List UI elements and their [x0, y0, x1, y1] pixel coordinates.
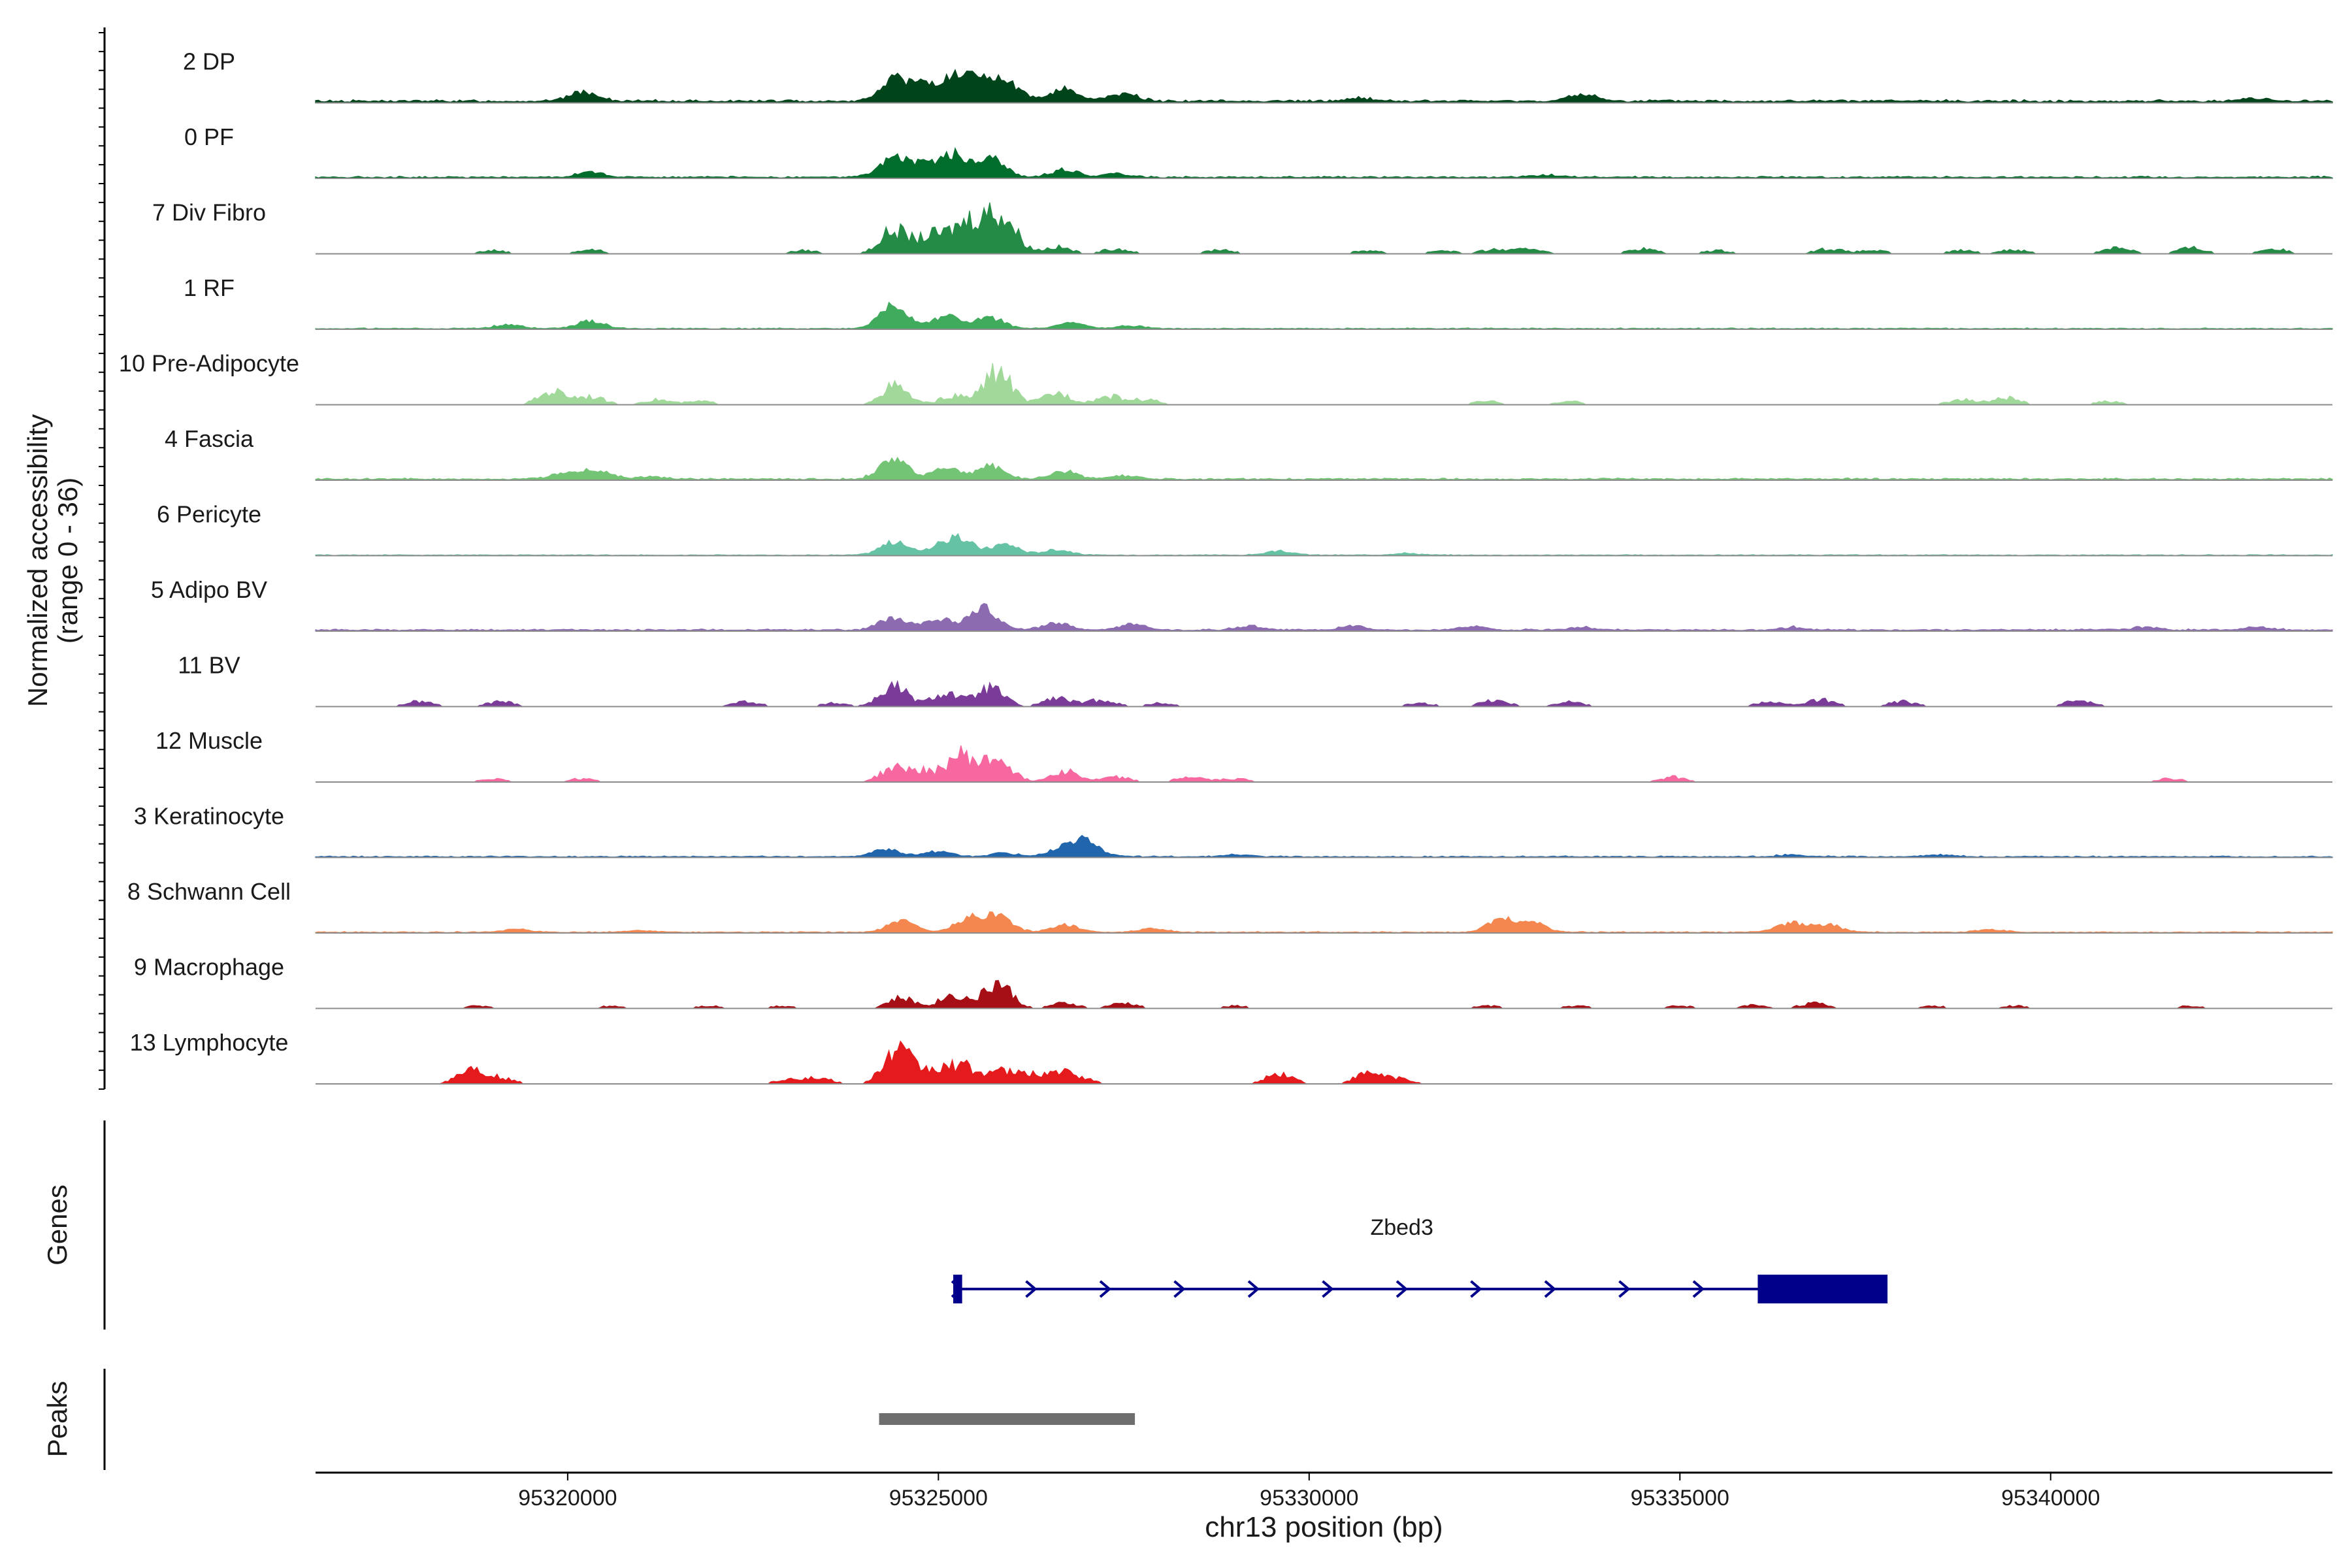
track-signal-area [315, 301, 2333, 330]
gene-name-label: Zbed3 [1370, 1215, 1433, 1240]
x-tick-label: 95335000 [1631, 1486, 1729, 1511]
track-label: 0 PF [184, 123, 234, 150]
genes-panel: Genes Zbed3 [42, 1120, 1888, 1330]
track-11-bv: 11 BV [178, 652, 2332, 708]
track-label: 11 BV [178, 652, 240, 679]
strand-arrow-icon [1173, 1280, 1186, 1298]
track-signal-area [316, 1040, 2332, 1085]
track-signal-area [315, 532, 2333, 557]
track-signal-area [315, 147, 2333, 179]
track-3-keratinocyte: 3 Keratinocyte [134, 803, 2333, 858]
x-tick-label: 95340000 [2001, 1486, 2100, 1511]
track-label: 13 Lymphocyte [130, 1029, 289, 1056]
track-7-div-fibro: 7 Div Fibro [152, 199, 2332, 255]
peaks-panel: Peaks [42, 1369, 1135, 1470]
track-signal-area [315, 834, 2333, 858]
track-12-muscle: 12 Muscle [155, 727, 2332, 783]
track-signal-area [316, 363, 2332, 406]
track-label: 7 Div Fibro [152, 199, 266, 226]
gene-exon [1757, 1275, 1888, 1303]
strand-arrow-icon [1544, 1280, 1557, 1298]
track-label: 8 Schwann Cell [127, 878, 291, 905]
track-1-rf: 1 RF [184, 274, 2333, 330]
track-8-schwann-cell: 8 Schwann Cell [127, 878, 2333, 934]
track-signal-area [315, 69, 2333, 104]
peaks-panel-label: Peaks [42, 1381, 73, 1458]
x-tick-label: 95320000 [518, 1486, 617, 1511]
track-signal-area [315, 603, 2333, 632]
track-label: 10 Pre-Adipocyte [119, 350, 299, 377]
strand-arrow-icon [1618, 1280, 1631, 1298]
genes-panel-label: Genes [42, 1184, 73, 1266]
strand-arrow-icon [1247, 1280, 1260, 1298]
track-label: 3 Keratinocyte [134, 803, 284, 830]
peak-region [879, 1413, 1135, 1425]
track-2-dp: 2 DP [183, 48, 2333, 104]
track-signal-area [315, 456, 2333, 481]
strand-arrow-icon [1470, 1280, 1482, 1298]
x-axis: 95320000 95325000 95330000 95335000 95340000… [316, 1471, 2332, 1543]
strand-arrow-icon [1396, 1280, 1409, 1298]
track-label: 12 Muscle [155, 727, 263, 754]
strand-arrow-icon [1025, 1280, 1037, 1298]
track-6-pericyte: 6 Pericyte [157, 501, 2333, 557]
track-signal-area [316, 979, 2332, 1009]
x-axis-label: chr13 position (bp) [1205, 1511, 1443, 1543]
track-signal-area [315, 911, 2333, 934]
track-label: 5 Adipo BV [151, 576, 267, 603]
strand-arrow-icon [1692, 1280, 1705, 1298]
strand-arrow-icon [1099, 1280, 1112, 1298]
track-signal-area [316, 202, 2332, 255]
gene-exon [953, 1275, 962, 1303]
track-label: 4 Fascia [165, 425, 254, 452]
track-0-pf: 0 PF [184, 123, 2333, 179]
y-axis-label: Normalized accessibility(range 0 - 36) [22, 414, 83, 707]
track-label: 2 DP [183, 48, 235, 75]
track-9-macrophage: 9 Macrophage [134, 954, 2332, 1009]
track-signal-area [316, 745, 2332, 783]
x-tick-label: 95330000 [1260, 1486, 1358, 1511]
accessibility-tracks: 2 DP 0 PF 7 Div Fibro 1 RF 10 Pre-Adipocyte 4… [119, 48, 2333, 1085]
track-10-pre-adipocyte: 10 Pre-Adipocyte [119, 350, 2332, 406]
track-label: 6 Pericyte [157, 501, 261, 528]
y-axis-label-line1: Normalized accessibility [22, 414, 53, 707]
track-4-fascia: 4 Fascia [165, 425, 2333, 481]
track-signal-area [316, 679, 2332, 708]
track-5-adipo-bv: 5 Adipo BV [151, 576, 2333, 632]
track-label: 1 RF [184, 274, 235, 301]
strand-arrow-icon [1322, 1280, 1334, 1298]
y-axis-label-line2: (range 0 - 36) [52, 478, 83, 644]
track-label: 9 Macrophage [134, 954, 284, 981]
track-13-lymphocyte: 13 Lymphocyte [130, 1029, 2332, 1085]
x-tick-label: 95325000 [889, 1486, 988, 1511]
y-axis: Normalized accessibility(range 0 - 36) [22, 27, 106, 1090]
